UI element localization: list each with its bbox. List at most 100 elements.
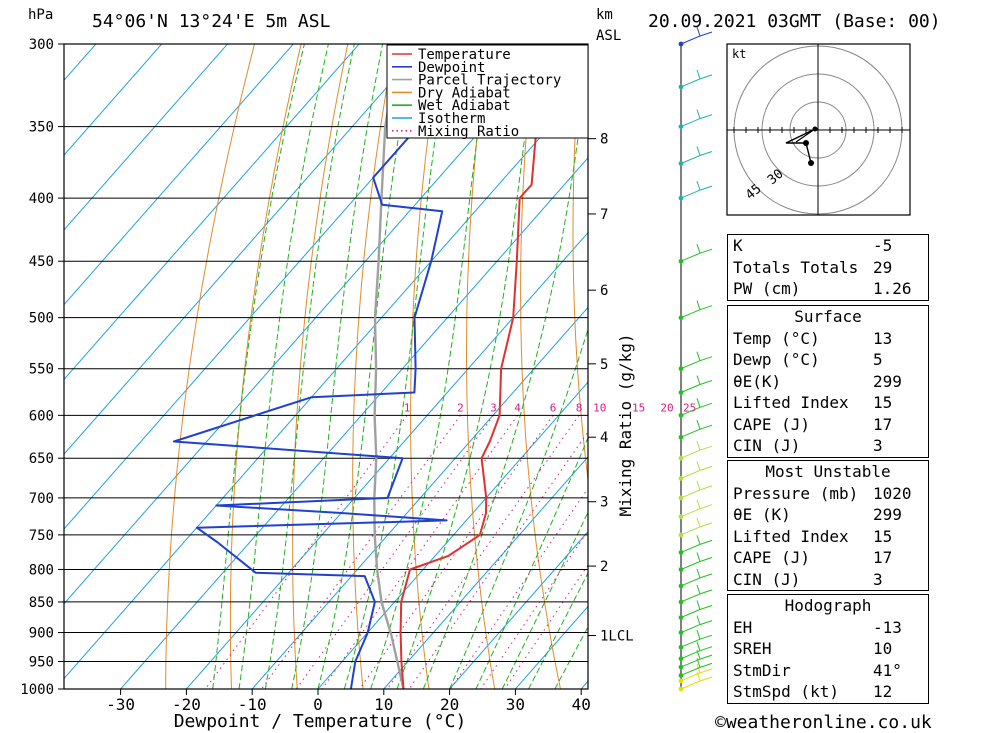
- location-title: 54°06'N 13°24'E 5m ASL: [92, 11, 331, 32]
- isotherm-line: [317, 381, 588, 689]
- wet-adiabat-line: [264, 44, 355, 689]
- wind-barb-feather: [696, 615, 701, 625]
- mixing-ratio-label: 4: [514, 401, 521, 414]
- index-value: 12: [873, 682, 893, 701]
- wind-barb-feather: [696, 26, 701, 37]
- wind-barb: [680, 151, 713, 164]
- mixing-ratio-line: [480, 529, 588, 689]
- wet-adiabat-line: [238, 44, 329, 689]
- wind-barb: [680, 114, 713, 128]
- isotherm-line: [64, 44, 426, 455]
- index-row: CAPE (J) 17: [728, 414, 928, 436]
- isotherm-line: [185, 231, 588, 689]
- most-unstable-table: Most Unstable Pressure (mb) 1020 θE (K) 29…: [727, 460, 929, 591]
- index-row: Lifted Index 15: [728, 526, 928, 548]
- mixing-ratio-label: 15: [632, 401, 645, 414]
- wind-barb-feather: [696, 641, 701, 651]
- index-value: 15: [873, 526, 893, 546]
- isotherm-line: [448, 530, 588, 689]
- wind-barb-feather: [696, 351, 701, 361]
- index-value: -13: [873, 617, 902, 637]
- wind-barb: [680, 445, 713, 459]
- temperature-tick-label: 20: [440, 695, 459, 714]
- index-label: Temp (°C): [733, 328, 820, 348]
- legend-label: Mixing Ratio: [418, 124, 519, 140]
- wind-barb-feather: [696, 69, 701, 80]
- index-row: StmSpd (kt) 12: [728, 681, 928, 703]
- dry-adiabat-line: [954, 44, 1000, 689]
- legend-label: Isotherm: [418, 111, 485, 127]
- index-value: 3: [873, 569, 883, 589]
- index-label: EH: [733, 617, 753, 637]
- isotherm-line: [64, 44, 295, 306]
- wind-barb: [680, 668, 713, 682]
- index-value: 299: [873, 371, 902, 391]
- wind-barb: [680, 557, 713, 570]
- wind-barb-feather: [696, 146, 701, 156]
- index-label: StmSpd (kt): [733, 682, 839, 701]
- index-value: 15: [873, 393, 893, 412]
- pressure-tick-label: 800: [29, 563, 54, 579]
- index-label: Pressure (mb): [733, 483, 859, 503]
- wind-barb-feather: [696, 552, 701, 562]
- storm-motion-arrow: [795, 128, 816, 143]
- index-label: θE(K): [733, 371, 782, 391]
- mixing-ratio-labels: 1 2 3 4 6 8 10 15 20 25: [404, 401, 696, 414]
- wind-barb: [680, 504, 713, 518]
- wind-barb: [680, 485, 713, 499]
- dewpoint-trace: [172, 44, 541, 689]
- wind-barb: [680, 522, 713, 536]
- mixing-ratio-line: [261, 415, 461, 689]
- wind-barb-feather: [696, 180, 701, 191]
- asl-unit-label: ASL: [596, 28, 621, 44]
- index-value: 13: [873, 328, 893, 348]
- pressure-tick-label: 300: [29, 37, 54, 53]
- index-label: θE (K): [733, 505, 791, 524]
- wind-barb-feather: [696, 420, 701, 430]
- legend-label: Temperature: [418, 47, 511, 63]
- pressure-tick-label: 450: [29, 254, 54, 270]
- index-label: Lifted Index: [733, 393, 849, 412]
- index-row: EH -13: [728, 617, 928, 639]
- height-tick-label: 1LCL: [600, 629, 634, 645]
- dry-adiabat-line: [352, 44, 395, 689]
- wind-barb: [680, 380, 713, 393]
- pressure-axis: 300 350 400 450 500 550 600 650 700 750 800 850 900 9…: [20, 37, 64, 698]
- temperature-tick-label: -10: [238, 695, 267, 714]
- isotherm-line: [64, 44, 163, 156]
- x-axis-title: Dewpoint / Temperature (°C): [174, 711, 467, 732]
- wind-barb: [680, 465, 713, 479]
- index-value: 17: [873, 548, 893, 567]
- wet-adiabat-line: [501, 511, 588, 689]
- pressure-tick-label: 850: [29, 595, 54, 611]
- mixing-ratio-label: 20: [660, 401, 673, 414]
- wet-adiabat-line: [317, 44, 415, 689]
- index-row-k: K -5: [728, 235, 928, 257]
- index-label: PW (cm): [733, 279, 801, 298]
- hodograph-point: [803, 140, 809, 146]
- wind-barb: [680, 74, 713, 88]
- wind-barb-feather: [696, 300, 701, 310]
- temperature-tick-label: -20: [172, 695, 201, 714]
- wind-barb: [680, 620, 713, 634]
- wet-adiabat-line: [343, 44, 450, 689]
- wind-barb: [680, 605, 713, 618]
- wind-barb: [680, 356, 713, 370]
- index-row: CIN (J) 3: [728, 435, 928, 457]
- wet-adiabat-line: [528, 571, 588, 689]
- wind-barb: [680, 31, 713, 45]
- temperature-tick-label: 10: [374, 695, 393, 714]
- legend-label: Wet Adiabat: [418, 98, 511, 114]
- index-value: 1020: [873, 483, 912, 503]
- index-value: 299: [873, 505, 902, 524]
- wind-barb: [680, 248, 713, 262]
- index-row: θE (K) 299: [728, 504, 928, 526]
- wind-barb-feather: [696, 109, 701, 119]
- plot-frame: [63, 43, 589, 690]
- index-value: 41°: [873, 660, 902, 680]
- pressure-tick-label: 950: [29, 655, 54, 671]
- wind-barb-feather: [696, 568, 701, 579]
- index-row: Lifted Index 15: [728, 392, 928, 414]
- index-label: Lifted Index: [733, 526, 849, 546]
- mixing-ratio-label: 6: [550, 401, 557, 414]
